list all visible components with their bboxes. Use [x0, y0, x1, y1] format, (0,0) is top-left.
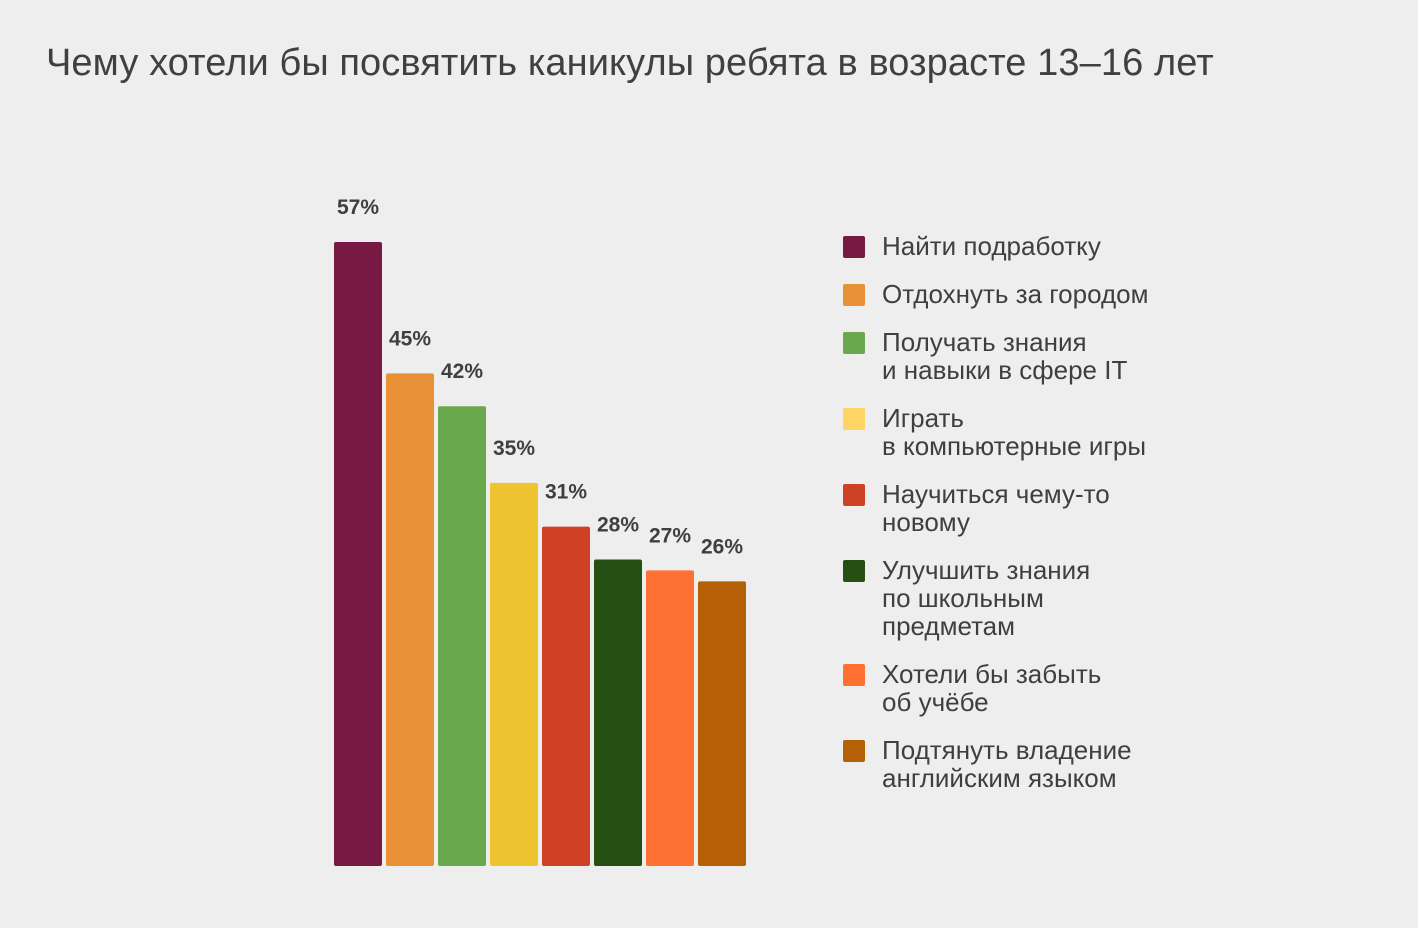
legend-label: Научиться чему-то новому: [882, 479, 1110, 537]
legend-item-computer-games: Играть в компьютерные игры: [843, 404, 1146, 460]
legend-item-learn-new: Научиться чему-то новому: [843, 480, 1110, 536]
bar-it-skills: [438, 406, 486, 866]
legend-item-school-subjects: Улучшить знания по школьным предметам: [843, 556, 1090, 640]
chart-title: Чему хотели бы посвятить каникулы ребята…: [46, 42, 1214, 84]
value-label-forget-study: 27%: [649, 524, 691, 547]
bar-chart: 57% 45% 42% 35% 31% 28% 27% 26%: [334, 196, 746, 866]
legend-swatch: [843, 740, 865, 762]
legend-swatch: [843, 284, 865, 306]
legend-label: Играть в компьютерные игры: [882, 403, 1147, 461]
legend-item-forget-study: Хотели бы забыть об учёбе: [843, 660, 1101, 716]
legend-swatch: [843, 484, 865, 506]
value-label-countryside-rest: 45%: [389, 327, 431, 350]
legend-swatch: [843, 408, 865, 430]
bar-learn-new: [542, 526, 590, 866]
bar-computer-games: [490, 482, 538, 866]
legend-label: Хотели бы забыть об учёбе: [882, 659, 1102, 717]
bar-forget-study: [646, 570, 694, 866]
legend-label: Улучшить знания по школьным предметам: [882, 555, 1091, 641]
value-label-part-time-job: 57%: [337, 196, 379, 219]
bar-english: [698, 581, 746, 866]
legend-item-english: Подтянуть владение английским языком: [843, 736, 1132, 792]
legend-swatch: [843, 560, 865, 582]
legend-label: Получать знания и навыки в сфере IT: [882, 327, 1128, 385]
value-label-computer-games: 35%: [493, 437, 535, 460]
legend-swatch: [843, 332, 865, 354]
value-label-school-subjects: 28%: [597, 513, 639, 536]
legend-item-part-time-job: Найти подработку: [843, 232, 1101, 260]
value-label-it-skills: 42%: [441, 360, 483, 383]
legend-label: Найти подработку: [882, 231, 1101, 261]
bar-school-subjects: [594, 559, 642, 866]
legend-item-it-skills: Получать знания и навыки в сфере IT: [843, 328, 1127, 384]
legend-label: Подтянуть владение английским языком: [882, 735, 1132, 793]
legend-swatch: [843, 664, 865, 686]
bar-countryside-rest: [386, 373, 434, 866]
value-label-english: 26%: [701, 535, 743, 558]
value-label-learn-new: 31%: [545, 481, 587, 504]
legend-swatch: [843, 236, 865, 258]
legend-item-countryside-rest: Отдохнуть за городом: [843, 280, 1148, 308]
legend-label: Отдохнуть за городом: [882, 279, 1149, 309]
bar-part-time-job: [334, 242, 382, 866]
